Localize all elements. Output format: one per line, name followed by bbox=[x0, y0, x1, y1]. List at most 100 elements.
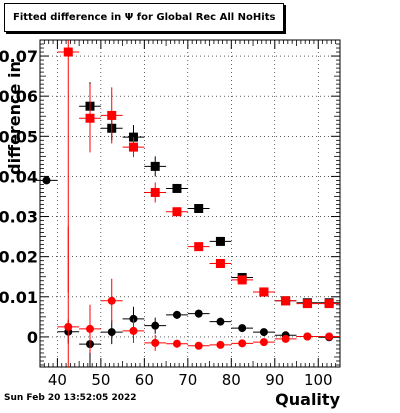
square-marker bbox=[215, 236, 225, 246]
y-tick-label: 0.06 bbox=[0, 87, 38, 106]
data-point bbox=[231, 339, 254, 348]
data-point bbox=[209, 340, 232, 349]
x-tick-label: 80 bbox=[222, 371, 241, 389]
y-tick-label: 0.03 bbox=[0, 208, 38, 227]
data-point bbox=[274, 296, 297, 306]
circle-marker bbox=[259, 328, 268, 337]
circle-marker bbox=[238, 324, 247, 333]
square-marker bbox=[128, 142, 138, 152]
data-point bbox=[274, 334, 297, 343]
y-tick-label: 0.07 bbox=[0, 47, 38, 66]
square-marker bbox=[194, 242, 204, 252]
y-tick-label: 0 bbox=[27, 328, 38, 347]
circle-marker bbox=[194, 341, 203, 350]
data-point bbox=[166, 310, 188, 319]
y-axis-ticks: 0 0.01 0.02 0.03 0.04 0.05 0.06 0.07 bbox=[0, 43, 340, 366]
square-marker bbox=[172, 183, 182, 193]
data-point bbox=[296, 299, 319, 309]
plot-frame bbox=[39, 39, 341, 368]
square-marker bbox=[128, 132, 138, 142]
circle-marker bbox=[64, 322, 73, 331]
chart-title-box: Fitted difference in Ψ for Global Rec Al… bbox=[4, 3, 284, 32]
x-tick-label: 50 bbox=[91, 371, 110, 389]
footer-timestamp: Sun Feb 20 13:52:05 2022 bbox=[4, 393, 137, 403]
circle-marker bbox=[216, 340, 225, 349]
square-marker bbox=[63, 47, 73, 57]
data-point bbox=[144, 334, 167, 351]
chart-title: Fitted difference in Ψ for Global Rec Al… bbox=[13, 12, 276, 23]
data-point bbox=[231, 275, 254, 285]
circle-marker bbox=[238, 339, 247, 348]
data-point bbox=[209, 317, 232, 326]
data-point bbox=[209, 258, 232, 268]
circle-marker bbox=[194, 309, 203, 318]
data-point bbox=[100, 278, 123, 323]
circle-marker bbox=[172, 310, 181, 319]
grid-lines bbox=[40, 40, 340, 367]
y-tick-label: 0.01 bbox=[0, 288, 38, 307]
y-tick-label: 0.02 bbox=[0, 248, 38, 267]
square-marker bbox=[302, 299, 312, 309]
circle-marker bbox=[129, 326, 138, 335]
circle-marker bbox=[216, 317, 225, 326]
square-marker bbox=[107, 110, 117, 120]
data-point bbox=[231, 324, 254, 333]
square-marker bbox=[324, 299, 334, 309]
circle-marker bbox=[151, 321, 160, 330]
square-marker bbox=[150, 161, 160, 171]
x-tick-label: 60 bbox=[135, 371, 154, 389]
y-axis-label: difference in bbox=[5, 61, 24, 175]
x-tick-label: 100 bbox=[304, 371, 333, 389]
data-point bbox=[100, 320, 123, 345]
circle-marker bbox=[281, 334, 290, 343]
data-point bbox=[144, 317, 167, 334]
square-marker bbox=[150, 187, 160, 197]
circle-marker bbox=[151, 338, 160, 347]
data-point bbox=[253, 287, 275, 297]
data-point bbox=[79, 84, 101, 153]
x-tick-label: 90 bbox=[265, 371, 284, 389]
data-point bbox=[253, 328, 275, 337]
circle-marker bbox=[42, 176, 51, 185]
square-marker bbox=[237, 275, 247, 285]
data-point bbox=[187, 204, 210, 214]
data-point bbox=[144, 156, 167, 177]
data-point bbox=[296, 332, 319, 341]
series-3 bbox=[57, 226, 340, 367]
data-point bbox=[187, 309, 210, 318]
data-point bbox=[166, 183, 188, 193]
data-point bbox=[166, 207, 188, 217]
data-marks bbox=[35, 40, 340, 367]
x-tick-label: 70 bbox=[178, 371, 197, 389]
circle-marker bbox=[107, 328, 116, 337]
data-point bbox=[318, 299, 340, 309]
y-tick-label: 0.04 bbox=[0, 167, 38, 186]
circle-marker bbox=[303, 332, 312, 341]
data-point bbox=[253, 338, 275, 347]
data-point bbox=[187, 242, 210, 252]
data-point bbox=[144, 182, 167, 203]
circle-marker bbox=[259, 338, 268, 347]
square-marker bbox=[215, 258, 225, 268]
data-point bbox=[318, 332, 340, 341]
x-axis-label: Quality bbox=[275, 390, 340, 409]
square-marker bbox=[194, 204, 204, 214]
data-point bbox=[57, 226, 80, 367]
data-point bbox=[166, 339, 188, 348]
circle-marker bbox=[172, 339, 181, 348]
circle-marker bbox=[107, 296, 116, 305]
data-point bbox=[122, 318, 145, 343]
square-marker bbox=[172, 207, 182, 217]
data-point bbox=[79, 304, 101, 353]
x-axis-ticks: 40 50 60 70 80 90 100 bbox=[43, 40, 341, 389]
square-marker bbox=[259, 287, 269, 297]
data-point bbox=[209, 236, 232, 246]
data-point bbox=[100, 87, 123, 144]
square-marker bbox=[281, 296, 291, 306]
square-marker bbox=[85, 113, 95, 123]
circle-marker bbox=[86, 324, 94, 333]
circle-marker bbox=[325, 332, 334, 341]
x-tick-label: 40 bbox=[48, 371, 67, 389]
